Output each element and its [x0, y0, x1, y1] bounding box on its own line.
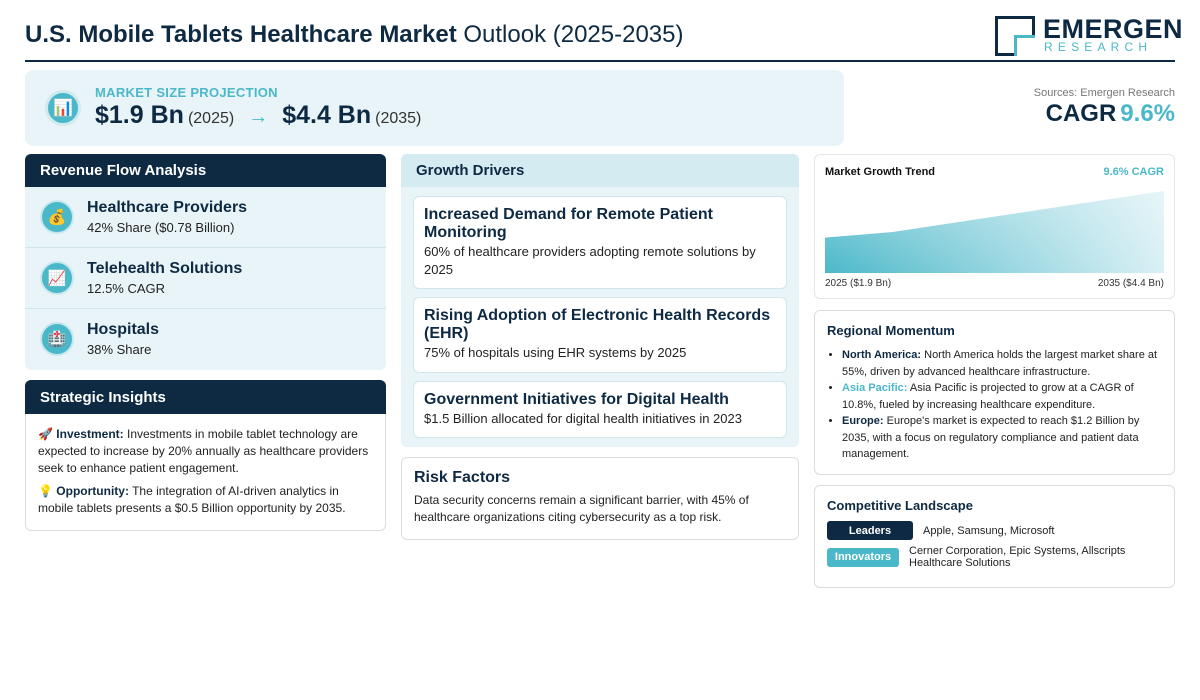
rocket-icon: 🚀 [38, 427, 53, 441]
start-value: $1.9 Bn [95, 101, 184, 129]
risk-factors-text: Data security concerns remain a signific… [414, 493, 749, 524]
logo-subtitle: RESEARCH [1044, 40, 1153, 54]
growth-drivers-title: Growth Drivers [401, 154, 799, 187]
competitive-landscape-card: Competitive Landscape Leaders Apple, Sam… [814, 485, 1175, 588]
revenue-item: 📈 Telehealth Solutions 12.5% CAGR [25, 248, 386, 309]
revenue-item: 🏥 Hospitals 38% Share [25, 309, 386, 370]
leaders-text: Apple, Samsung, Microsoft [923, 524, 1055, 537]
region-text: Europe's market is expected to reach $1.… [842, 415, 1140, 460]
region-text: Asia Pacific is projected to grow at a C… [842, 382, 1134, 411]
region-label: Europe: [842, 415, 884, 427]
leaders-row: Leaders Apple, Samsung, Microsoft [827, 521, 1054, 540]
revenue-item-detail: 38% Share [87, 342, 152, 357]
revenue-item-name: Telehealth Solutions [87, 260, 243, 277]
driver-text: 60% of healthcare providers adopting rem… [424, 244, 756, 277]
region-item: Europe: Europe's market is expected to r… [842, 413, 1162, 463]
page-header: U.S. Mobile Tablets Healthcare Market Ou… [25, 12, 1183, 62]
risk-factors-card: Risk Factors Data security concerns rema… [401, 457, 799, 540]
revenue-item-name: Healthcare Providers [87, 199, 248, 216]
investment-text: Investments in mobile tablet technology … [38, 427, 369, 475]
innovators-text: Cerner Corporation, Epic Systems, Allscr… [909, 545, 1126, 569]
regional-momentum-card: Regional Momentum North America: North A… [814, 310, 1175, 475]
cagr-value: 9.6% [1120, 100, 1175, 127]
revenue-flow-card: Revenue Flow Analysis 💰 Healthcare Provi… [25, 154, 386, 370]
strategic-insights-title: Strategic Insights [25, 380, 386, 414]
trend-area-highlight [825, 191, 1164, 273]
hospital-icon: 🏥 [40, 322, 74, 356]
cagr-summary: CAGR 9.6% [1046, 100, 1175, 128]
logo-mark-icon [995, 16, 1035, 56]
region-text: North America holds the largest market s… [842, 349, 1158, 378]
emergen-logo: EMERGEN RESEARCH [995, 14, 1183, 56]
end-value: $4.4 Bn [282, 101, 372, 129]
opportunity-insight: 💡 Opportunity: The integration of AI-dri… [38, 483, 373, 517]
start-year: (2025) [187, 110, 235, 127]
driver-item: Increased Demand for Remote Patient Moni… [413, 196, 787, 289]
trend-end-label: 2035 ($4.4 Bn) [1097, 278, 1164, 289]
logo-name: EMERGEN [1043, 14, 1184, 44]
driver-item: Government Initiatives for Digital Healt… [413, 381, 787, 438]
trend-cagr: 9.6% CAGR [1103, 166, 1164, 178]
region-label: North America: [842, 349, 922, 361]
driver-title: Rising Adoption of Electronic Health Rec… [424, 307, 771, 342]
insights-body: 🚀 Investment: Investments in mobile tabl… [26, 414, 385, 517]
driver-text: 75% of hospitals using EHR systems by 20… [424, 345, 687, 360]
region-label: Asia Pacific: [842, 382, 908, 394]
page-title-bold: U.S. Mobile Tablets Healthcare Market [25, 21, 457, 48]
cagr-label: CAGR [1045, 100, 1117, 127]
competitive-landscape-title: Competitive Landscape [827, 498, 973, 513]
revenue-item-name: Hospitals [87, 321, 160, 338]
driver-text: $1.5 Billion allocated for digital healt… [424, 411, 742, 426]
sources-text: Sources: Emergen Research [1033, 87, 1175, 99]
driver-item: Rising Adoption of Electronic Health Rec… [413, 297, 787, 373]
market-growth-trend-card: Market Growth Trend 9.6% CAGR 2025 ($1.9… [814, 154, 1175, 299]
innovators-row: Innovators Cerner Corporation, Epic Syst… [827, 545, 1139, 569]
innovators-badge: Innovators [827, 547, 899, 567]
projection-label: MARKET SIZE PROJECTION [95, 85, 278, 100]
region-item: Asia Pacific: Asia Pacific is projected … [842, 380, 1162, 413]
lightbulb-icon: 💡 [38, 484, 53, 498]
strategic-insights-card: Strategic Insights 🚀 Investment: Investm… [25, 380, 386, 531]
market-size-projection: 📊 MARKET SIZE PROJECTION $1.9 Bn (2025) → $… [25, 70, 844, 146]
driver-title: Increased Demand for Remote Patient Moni… [424, 206, 713, 241]
projection-values: $1.9 Bn (2025) → $4.4 Bn (2035) [95, 101, 421, 130]
trend-area-chart [825, 191, 1164, 273]
revenue-item-detail: 42% Share ($0.78 Billion) [87, 220, 235, 235]
trend-start-label: 2025 ($1.9 Bn) [825, 278, 892, 289]
regional-momentum-title: Regional Momentum [827, 323, 955, 338]
revenue-flow-title: Revenue Flow Analysis [25, 154, 386, 187]
trend-title: Market Growth Trend [825, 166, 936, 178]
leaders-badge: Leaders [827, 521, 913, 540]
revenue-item: 💰 Healthcare Providers 42% Share ($0.78 … [25, 187, 386, 248]
money-bag-icon: 💰 [40, 200, 74, 234]
investment-label: Investment: [56, 427, 124, 441]
growth-drivers-card: Growth Drivers Increased Demand for Remo… [401, 154, 799, 447]
region-item: North America: North America holds the l… [842, 347, 1162, 380]
page-title: U.S. Mobile Tablets Healthcare Market Ou… [25, 21, 684, 49]
page-title-light: Outlook (2025-2035) [463, 21, 684, 48]
regional-list: North America: North America holds the l… [827, 347, 1162, 463]
opportunity-text: The integration of AI-driven analytics i… [38, 484, 346, 515]
investment-insight: 🚀 Investment: Investments in mobile tabl… [38, 426, 373, 477]
revenue-item-detail: 12.5% CAGR [87, 281, 166, 296]
opportunity-label: Opportunity: [56, 484, 129, 498]
bar-chart-icon: 📊 [45, 90, 81, 126]
chart-increasing-icon: 📈 [40, 261, 74, 295]
end-year: (2035) [375, 110, 422, 127]
risk-factors-title: Risk Factors [414, 469, 511, 486]
driver-title: Government Initiatives for Digital Healt… [424, 391, 729, 408]
arrow-right-icon: → [248, 106, 269, 128]
